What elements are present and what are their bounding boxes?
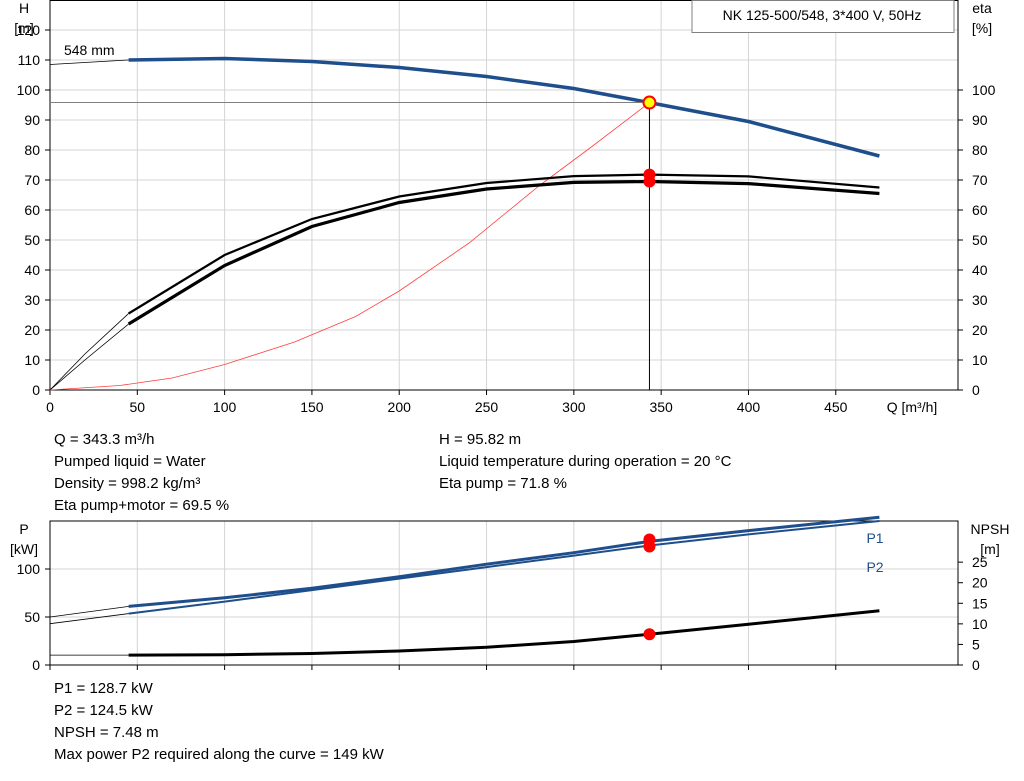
p2-series-label: P2 xyxy=(866,559,883,575)
y-left-tick-label: 80 xyxy=(24,142,40,158)
bottom-plot-frame xyxy=(49,520,959,666)
x-tick-label: 0 xyxy=(46,399,54,415)
y-left-tick-label: 90 xyxy=(24,112,40,128)
y-left-tick-label: 100 xyxy=(17,82,41,98)
x-tick-label: 450 xyxy=(824,399,848,415)
x-tick-label: 200 xyxy=(388,399,412,415)
npsh-axis-tick-label: 20 xyxy=(972,575,988,591)
info-p1: P1 = 128.7 kW xyxy=(54,680,153,697)
p1-line xyxy=(128,515,880,608)
y-right-axis-label: eta xyxy=(972,0,992,16)
npsh-axis-tick-label: 5 xyxy=(972,636,980,652)
info-flow: Q = 343.3 m³/h xyxy=(54,431,155,448)
y-left-axis-label: H xyxy=(19,0,29,16)
p2-extension xyxy=(49,613,129,625)
y-right-tick-label: 60 xyxy=(972,202,988,218)
y-left-tick-label: 120 xyxy=(17,22,41,38)
info-head: H = 95.82 m xyxy=(439,431,522,448)
y-left-tick-label: 0 xyxy=(32,382,40,398)
p-axis-label: P xyxy=(19,521,28,537)
y-right-tick-label: 100 xyxy=(972,82,996,98)
eta-pump-extension xyxy=(49,313,129,391)
npsh-axis-tick-label: 25 xyxy=(972,554,988,570)
x-tick-label: 250 xyxy=(475,399,499,415)
x-tick-label: 150 xyxy=(300,399,324,415)
y-left-tick-label: 70 xyxy=(24,172,40,188)
x-tick-label: 50 xyxy=(130,399,146,415)
p-axis-tick-label: 100 xyxy=(17,561,41,577)
y-right-tick-label: 10 xyxy=(972,352,988,368)
info-npsh: NPSH = 7.48 m xyxy=(54,724,159,741)
y-right-tick-label: 70 xyxy=(972,172,988,188)
npsh-axis-unit: [m] xyxy=(980,541,999,557)
y-left-tick-label: 110 xyxy=(18,52,41,68)
info-top-left: Q = 343.3 m³/h Pumped liquid = Water Den… xyxy=(54,429,229,517)
y-left-tick-label: 20 xyxy=(24,322,40,338)
p-axis-tick-label: 0 xyxy=(32,657,40,673)
y-left-tick-label: 30 xyxy=(24,292,40,308)
npsh-axis-label: NPSH xyxy=(971,521,1010,537)
y-left-tick-label: 50 xyxy=(24,232,40,248)
p-axis-tick-label: 50 xyxy=(24,609,40,625)
x-tick-label: 300 xyxy=(562,399,586,415)
info-eta-pump-motor: Eta pump+motor = 69.5 % xyxy=(54,497,230,514)
y-right-tick-label: 20 xyxy=(972,322,988,338)
eta-pump-line xyxy=(128,173,880,315)
y-right-tick-label: 50 xyxy=(972,232,988,248)
y-right-tick-label: 90 xyxy=(972,112,988,128)
y-right-axis-unit: [%] xyxy=(972,20,992,36)
npsh-duty-marker xyxy=(643,628,656,641)
head-extension xyxy=(49,59,129,65)
npsh-axis-tick-label: 15 xyxy=(972,595,988,611)
npsh-axis-tick-label: 10 xyxy=(972,616,988,632)
npsh-line xyxy=(128,609,880,657)
npsh-axis-tick-label: 0 xyxy=(972,657,980,673)
p-axis-unit: [kW] xyxy=(10,541,38,557)
info-top-right: H = 95.82 m Liquid temperature during op… xyxy=(439,429,731,495)
info-eta-pump: Eta pump = 71.8 % xyxy=(439,475,567,492)
x-tick-label: 350 xyxy=(649,399,673,415)
eta-pump-motor-duty-marker xyxy=(643,175,656,188)
p2-duty-marker xyxy=(643,540,656,553)
info-p2: P2 = 124.5 kW xyxy=(54,702,153,719)
system-curve-line xyxy=(49,102,650,391)
x-axis-label: Q [m³/h] xyxy=(887,399,938,415)
info-pumped-liquid: Pumped liquid = Water xyxy=(54,453,206,470)
impeller-diameter-label: 548 mm xyxy=(64,42,115,58)
y-left-tick-label: 60 xyxy=(24,202,40,218)
info-density: Density = 998.2 kg/m³ xyxy=(54,475,201,492)
x-tick-label: 100 xyxy=(213,399,237,415)
info-liquid-temperature: Liquid temperature during operation = 20… xyxy=(439,453,732,470)
y-right-tick-label: 30 xyxy=(972,292,988,308)
p1-series-label: P1 xyxy=(866,530,883,546)
info-bottom: P1 = 128.7 kW P2 = 124.5 kW NPSH = 7.48 … xyxy=(54,678,384,766)
info-max-power: Max power P2 required along the curve = … xyxy=(54,746,384,763)
p2-line xyxy=(128,520,880,615)
y-left-tick-label: 40 xyxy=(24,262,40,278)
chart-title: NK 125-500/548, 3*400 V, 50Hz xyxy=(723,7,922,23)
y-right-tick-label: 80 xyxy=(972,142,988,158)
x-tick-label: 400 xyxy=(737,399,761,415)
y-left-axis-unit: [m] xyxy=(14,20,33,36)
y-left-tick-label: 10 xyxy=(24,352,40,368)
y-right-tick-label: 0 xyxy=(972,382,980,398)
title-box xyxy=(691,0,955,33)
y-right-tick-label: 40 xyxy=(972,262,988,278)
head-duty-marker xyxy=(642,95,657,110)
p1-extension xyxy=(49,606,129,618)
eta-pump-motor-line xyxy=(127,179,880,326)
top-plot-frame xyxy=(49,0,959,391)
head-curve-line xyxy=(128,56,880,158)
eta-pump-motor-extension xyxy=(49,323,129,391)
